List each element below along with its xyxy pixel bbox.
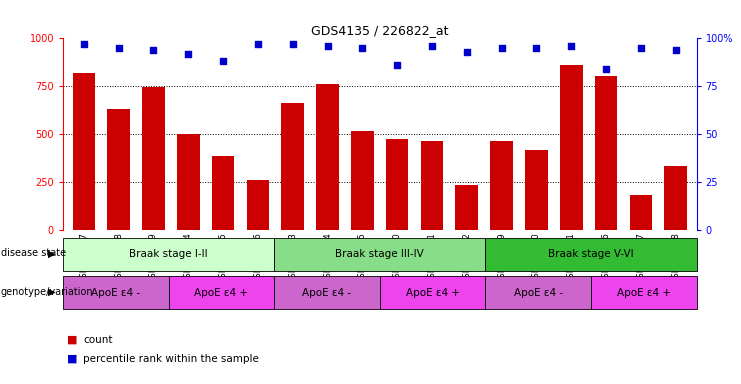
Bar [142, 88, 165, 230]
Point [531, 45, 542, 51]
Title: GDS4135 / 226822_at: GDS4135 / 226822_at [311, 24, 448, 37]
Bar [525, 150, 548, 230]
Point [565, 43, 577, 49]
Point [78, 41, 90, 47]
Point [670, 47, 682, 53]
Point [113, 45, 124, 51]
Text: Braak stage V-VI: Braak stage V-VI [548, 249, 634, 260]
Text: ■: ■ [67, 335, 77, 345]
Bar [247, 180, 269, 230]
Point [182, 51, 194, 57]
Bar [421, 141, 443, 230]
Point [461, 49, 473, 55]
Bar [485, 276, 591, 309]
Bar [274, 238, 485, 271]
Bar [63, 238, 274, 271]
Bar [316, 84, 339, 230]
Text: ApoE ε4 +: ApoE ε4 + [617, 288, 671, 298]
Text: ▶: ▶ [48, 287, 56, 297]
Bar [274, 276, 380, 309]
Point [426, 43, 438, 49]
Text: ■: ■ [67, 354, 77, 364]
Text: ApoE ε4 +: ApoE ε4 + [405, 288, 459, 298]
Bar [630, 195, 652, 230]
Point [147, 47, 159, 53]
Bar [107, 109, 130, 230]
Point [252, 41, 264, 47]
Bar [665, 166, 687, 230]
Bar [63, 276, 169, 309]
Bar [491, 141, 513, 230]
Bar [282, 103, 304, 230]
Bar [485, 238, 697, 271]
Point [496, 45, 508, 51]
Point [391, 62, 403, 68]
Text: ApoE ε4 +: ApoE ε4 + [194, 288, 248, 298]
Point [635, 45, 647, 51]
Point [287, 41, 299, 47]
Text: genotype/variation: genotype/variation [1, 287, 93, 297]
Text: ApoE ε4 -: ApoE ε4 - [514, 288, 562, 298]
Text: percentile rank within the sample: percentile rank within the sample [83, 354, 259, 364]
Bar [379, 276, 485, 309]
Bar [591, 276, 697, 309]
Text: Braak stage III-IV: Braak stage III-IV [336, 249, 424, 260]
Point [217, 58, 229, 65]
Bar [386, 139, 408, 230]
Bar [73, 73, 95, 230]
Bar [560, 65, 582, 230]
Bar [595, 76, 617, 230]
Bar [169, 276, 274, 309]
Bar [351, 131, 373, 230]
Bar [456, 185, 478, 230]
Text: count: count [83, 335, 113, 345]
Text: ApoE ε4 -: ApoE ε4 - [302, 288, 351, 298]
Text: ▶: ▶ [48, 248, 56, 258]
Text: ApoE ε4 -: ApoE ε4 - [91, 288, 140, 298]
Point [356, 45, 368, 51]
Bar [177, 134, 199, 230]
Text: Braak stage I-II: Braak stage I-II [129, 249, 208, 260]
Bar [212, 156, 234, 230]
Point [600, 66, 612, 72]
Text: disease state: disease state [1, 248, 66, 258]
Point [322, 43, 333, 49]
